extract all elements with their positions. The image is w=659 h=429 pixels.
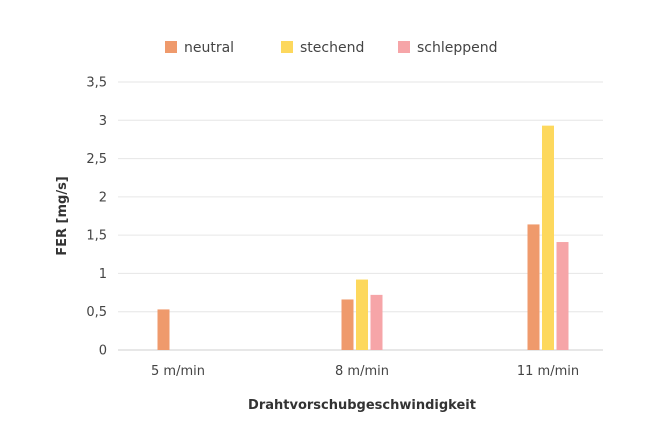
bar-neutral-2 (527, 224, 540, 350)
y-tick-label: 3,5 (86, 76, 107, 91)
legend-label: stechend (300, 40, 364, 56)
x-tick-label: 5 m/min (151, 364, 205, 379)
y-tick-label: 0 (99, 344, 107, 359)
grid (118, 81, 603, 351)
y-tick-label: 0,5 (86, 305, 107, 320)
legend-item-neutral: neutral (165, 40, 234, 56)
bar-schleppend-1 (370, 294, 383, 350)
y-tick-label: 2 (99, 190, 107, 205)
bar-neutral-1 (341, 299, 354, 350)
x-axis: 5 m/min 8 m/min 11 m/min (151, 364, 579, 379)
bars (157, 125, 569, 350)
y-tick-label: 1 (99, 267, 107, 282)
legend: neutral stechend schleppend (165, 40, 498, 56)
legend-swatch (398, 41, 410, 53)
bar-stechend-1 (356, 279, 368, 350)
legend-item-stechend: stechend (281, 40, 364, 56)
bar-neutral-0 (157, 309, 170, 350)
y-axis-title: FER [mg/s] (55, 176, 70, 256)
legend-label: schleppend (417, 40, 498, 56)
x-axis-title: Drahtvorschubgeschwindigkeit (248, 398, 476, 413)
bar-stechend-2 (542, 125, 554, 350)
x-tick-label: 11 m/min (517, 364, 579, 379)
legend-item-schleppend: schleppend (398, 40, 498, 56)
x-tick-label: 8 m/min (335, 364, 389, 379)
legend-swatch (165, 41, 177, 53)
y-tick-label: 3 (99, 114, 107, 129)
y-tick-label: 2,5 (86, 152, 107, 167)
y-tick-label: 1,5 (86, 229, 107, 244)
legend-label: neutral (184, 40, 234, 56)
y-axis: 0 0,5 1 1,5 2 2,5 3 3,5 (86, 76, 107, 359)
bar-schleppend-2 (556, 242, 569, 350)
legend-swatch (281, 41, 293, 53)
